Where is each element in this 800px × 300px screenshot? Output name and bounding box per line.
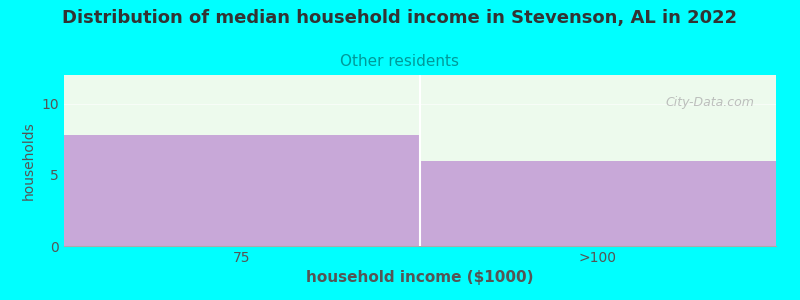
Y-axis label: households: households bbox=[22, 121, 36, 200]
Text: Distribution of median household income in Stevenson, AL in 2022: Distribution of median household income … bbox=[62, 9, 738, 27]
Bar bbox=[420, 160, 776, 246]
X-axis label: household income ($1000): household income ($1000) bbox=[306, 270, 534, 285]
Text: Other residents: Other residents bbox=[341, 54, 459, 69]
Text: City-Data.com: City-Data.com bbox=[666, 95, 754, 109]
Bar bbox=[64, 135, 420, 246]
